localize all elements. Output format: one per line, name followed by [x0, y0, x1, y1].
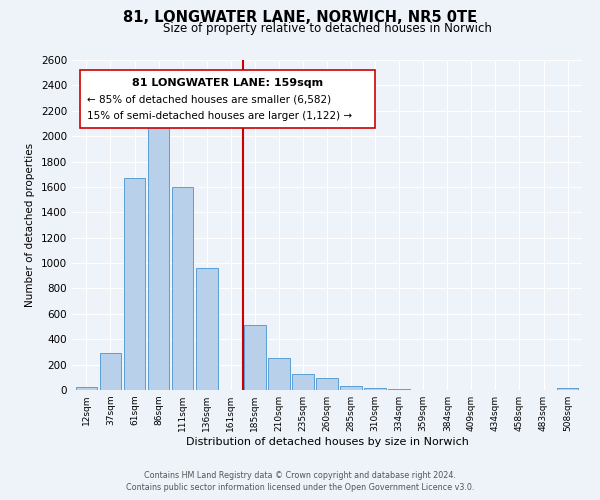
Bar: [148, 120, 169, 390]
Bar: [172, 187, 193, 390]
Bar: [557, 388, 578, 390]
Bar: [100, 352, 121, 390]
Bar: [364, 388, 386, 390]
Title: Size of property relative to detached houses in Norwich: Size of property relative to detached ho…: [163, 22, 491, 35]
Bar: [244, 326, 266, 390]
Bar: [292, 374, 314, 390]
Text: Contains HM Land Registry data © Crown copyright and database right 2024.
Contai: Contains HM Land Registry data © Crown c…: [126, 471, 474, 492]
Bar: [124, 178, 145, 390]
X-axis label: Distribution of detached houses by size in Norwich: Distribution of detached houses by size …: [185, 437, 469, 447]
Bar: [196, 268, 218, 390]
Bar: [268, 358, 290, 390]
Text: 81 LONGWATER LANE: 159sqm: 81 LONGWATER LANE: 159sqm: [132, 78, 323, 88]
Bar: [340, 386, 362, 390]
Text: 15% of semi-detached houses are larger (1,122) →: 15% of semi-detached houses are larger (…: [88, 111, 352, 121]
FancyBboxPatch shape: [80, 70, 376, 128]
Bar: [76, 388, 97, 390]
Bar: [316, 378, 338, 390]
Text: ← 85% of detached houses are smaller (6,582): ← 85% of detached houses are smaller (6,…: [88, 94, 331, 104]
Y-axis label: Number of detached properties: Number of detached properties: [25, 143, 35, 307]
Text: 81, LONGWATER LANE, NORWICH, NR5 0TE: 81, LONGWATER LANE, NORWICH, NR5 0TE: [123, 10, 477, 25]
